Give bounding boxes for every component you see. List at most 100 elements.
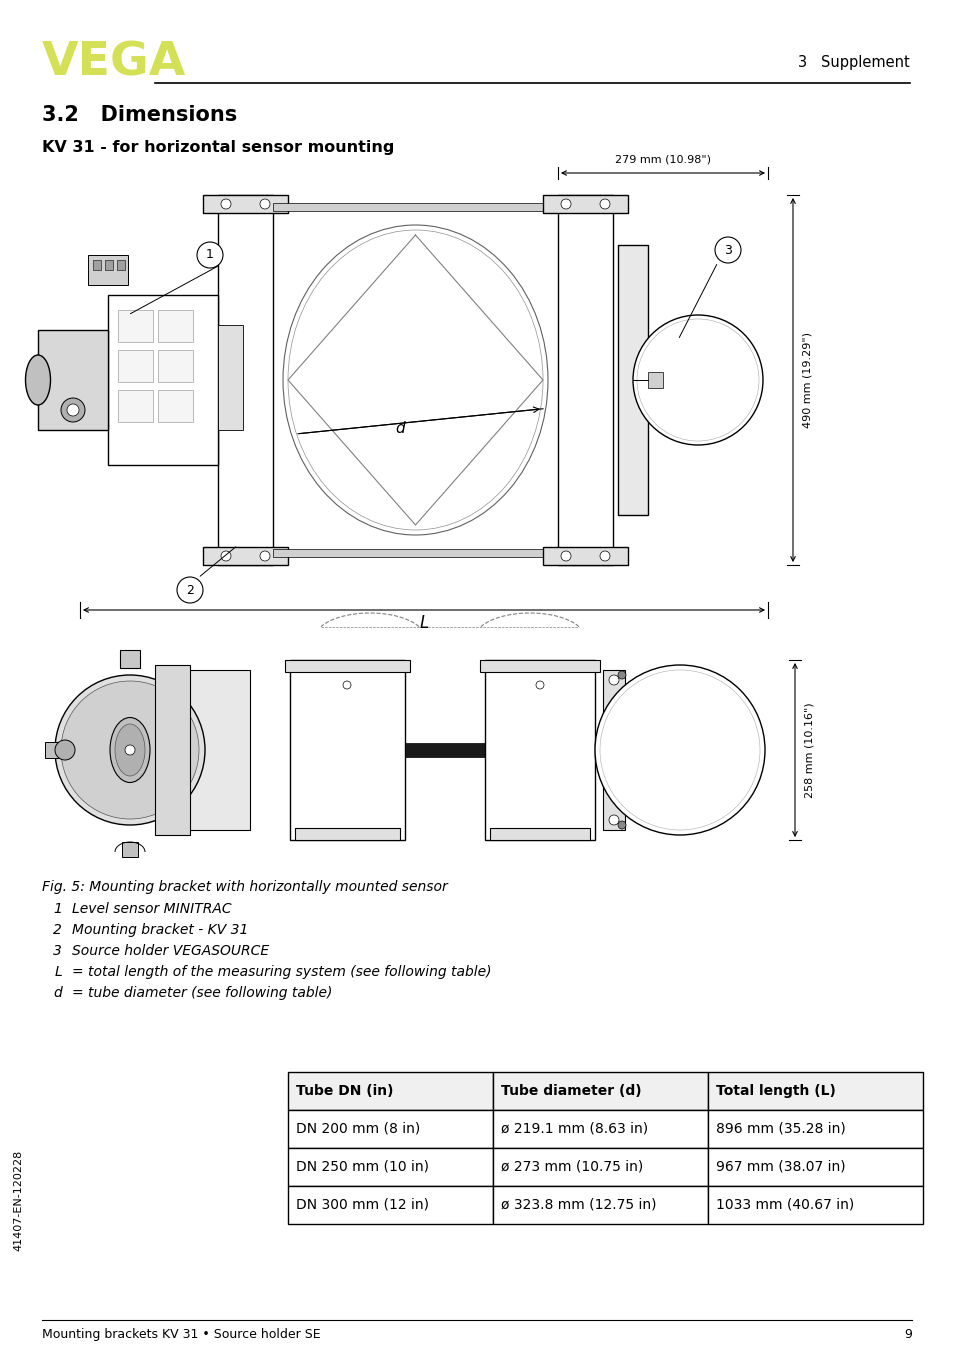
Circle shape: [599, 551, 609, 561]
Bar: [45, 742, 70, 758]
Text: Level sensor MINITRAC: Level sensor MINITRAC: [71, 902, 232, 917]
Circle shape: [67, 403, 79, 416]
Text: = total length of the measuring system (see following table): = total length of the measuring system (…: [71, 965, 491, 979]
Bar: [290, 659, 405, 839]
Bar: [285, 659, 410, 672]
Ellipse shape: [26, 355, 51, 405]
Circle shape: [260, 551, 270, 561]
Bar: [218, 325, 243, 431]
Text: d: d: [395, 421, 405, 436]
Circle shape: [343, 681, 351, 689]
Circle shape: [55, 741, 75, 760]
Bar: [707, 1110, 923, 1148]
Text: 1: 1: [53, 902, 62, 917]
Bar: [118, 310, 152, 343]
Text: Mounting brackets KV 31 • Source holder SE: Mounting brackets KV 31 • Source holder …: [42, 1328, 320, 1340]
Circle shape: [608, 676, 618, 685]
Text: 3.2   Dimensions: 3.2 Dimensions: [42, 106, 237, 125]
Circle shape: [608, 815, 618, 825]
Text: 967 mm (38.07 in): 967 mm (38.07 in): [716, 1160, 844, 1174]
Bar: [405, 743, 484, 757]
Bar: [203, 195, 288, 213]
Bar: [118, 390, 152, 422]
Text: ø 323.8 mm (12.75 in): ø 323.8 mm (12.75 in): [500, 1198, 656, 1212]
Bar: [542, 195, 627, 213]
Text: VEGA: VEGA: [42, 41, 186, 85]
Text: L: L: [419, 613, 428, 632]
Bar: [38, 330, 108, 431]
Bar: [707, 1072, 923, 1110]
Bar: [490, 829, 589, 839]
Circle shape: [599, 670, 760, 830]
Text: DN 300 mm (12 in): DN 300 mm (12 in): [295, 1198, 429, 1212]
Text: 258 mm (10.16"): 258 mm (10.16"): [804, 703, 814, 798]
Bar: [707, 1148, 923, 1186]
Text: Tube diameter (d): Tube diameter (d): [500, 1085, 641, 1098]
Text: L: L: [54, 965, 62, 979]
Text: 490 mm (19.29"): 490 mm (19.29"): [802, 332, 812, 428]
Circle shape: [125, 745, 135, 756]
Text: 9: 9: [903, 1328, 911, 1340]
Text: Source holder VEGASOURCE: Source holder VEGASOURCE: [71, 944, 269, 959]
Bar: [117, 260, 125, 269]
Circle shape: [618, 672, 625, 678]
Text: 279 mm (10.98"): 279 mm (10.98"): [615, 154, 710, 165]
Ellipse shape: [283, 225, 547, 535]
Bar: [484, 659, 595, 839]
Text: Total length (L): Total length (L): [716, 1085, 835, 1098]
Bar: [273, 203, 559, 211]
Bar: [707, 1186, 923, 1224]
Bar: [108, 295, 218, 464]
Bar: [618, 245, 647, 515]
Bar: [294, 829, 399, 839]
Bar: [602, 670, 624, 830]
Circle shape: [221, 551, 231, 561]
Text: 3: 3: [723, 244, 731, 256]
Text: KV 31 - for horizontal sensor mounting: KV 31 - for horizontal sensor mounting: [42, 139, 394, 154]
Text: 1033 mm (40.67 in): 1033 mm (40.67 in): [716, 1198, 853, 1212]
Ellipse shape: [288, 230, 542, 529]
Bar: [493, 1072, 707, 1110]
Bar: [542, 547, 627, 565]
Text: 41407-EN-120228: 41407-EN-120228: [13, 1150, 23, 1251]
Circle shape: [61, 398, 85, 422]
Circle shape: [599, 199, 609, 209]
Circle shape: [61, 681, 199, 819]
Bar: [273, 548, 559, 556]
Circle shape: [177, 577, 203, 603]
Bar: [92, 260, 101, 269]
Circle shape: [560, 199, 571, 209]
Circle shape: [196, 242, 223, 268]
Ellipse shape: [115, 724, 145, 776]
Bar: [120, 650, 140, 668]
Text: ø 273 mm (10.75 in): ø 273 mm (10.75 in): [500, 1160, 642, 1174]
Text: 2: 2: [186, 584, 193, 597]
Circle shape: [618, 821, 625, 829]
Bar: [88, 255, 128, 284]
Bar: [218, 195, 273, 565]
Circle shape: [633, 315, 762, 445]
Text: 896 mm (35.28 in): 896 mm (35.28 in): [716, 1122, 845, 1136]
Circle shape: [260, 199, 270, 209]
Bar: [185, 670, 250, 830]
Text: = tube diameter (see following table): = tube diameter (see following table): [71, 986, 332, 1001]
Bar: [558, 195, 613, 565]
Circle shape: [536, 681, 543, 689]
Text: 3   Supplement: 3 Supplement: [798, 56, 909, 70]
Text: ø 219.1 mm (8.63 in): ø 219.1 mm (8.63 in): [500, 1122, 647, 1136]
Bar: [158, 390, 193, 422]
Bar: [158, 349, 193, 382]
Bar: [288, 1110, 493, 1148]
Text: DN 200 mm (8 in): DN 200 mm (8 in): [295, 1122, 420, 1136]
Ellipse shape: [110, 718, 150, 783]
Text: Mounting bracket - KV 31: Mounting bracket - KV 31: [71, 923, 248, 937]
Circle shape: [55, 676, 205, 825]
Bar: [288, 1186, 493, 1224]
Bar: [647, 372, 662, 389]
Circle shape: [595, 665, 764, 835]
Bar: [288, 1072, 493, 1110]
Bar: [203, 547, 288, 565]
Bar: [479, 659, 599, 672]
Bar: [118, 349, 152, 382]
Circle shape: [560, 551, 571, 561]
